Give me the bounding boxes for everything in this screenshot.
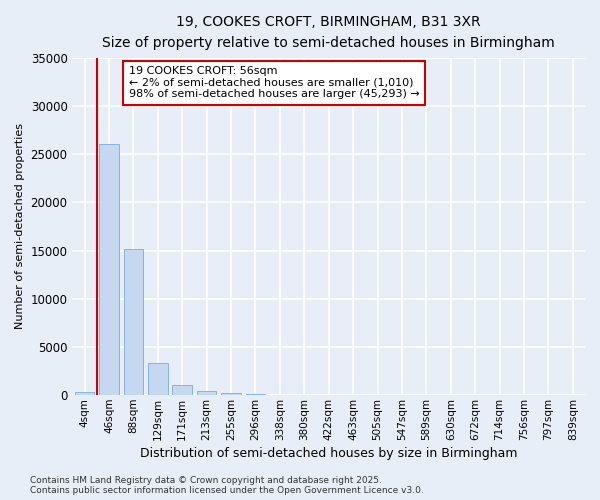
- Title: 19, COOKES CROFT, BIRMINGHAM, B31 3XR
Size of property relative to semi-detached: 19, COOKES CROFT, BIRMINGHAM, B31 3XR Si…: [103, 15, 555, 50]
- Bar: [99, 144, 119, 395]
- Bar: [172, 384, 192, 395]
- Y-axis label: Number of semi-detached properties: Number of semi-detached properties: [15, 124, 25, 330]
- Bar: [221, 392, 241, 395]
- Bar: [124, 248, 143, 395]
- Bar: [148, 364, 167, 395]
- Bar: [246, 394, 265, 395]
- Bar: [75, 392, 94, 395]
- Bar: [197, 390, 217, 395]
- Text: 19 COOKES CROFT: 56sqm
← 2% of semi-detached houses are smaller (1,010)
98% of s: 19 COOKES CROFT: 56sqm ← 2% of semi-deta…: [129, 66, 419, 100]
- Text: Contains HM Land Registry data © Crown copyright and database right 2025.
Contai: Contains HM Land Registry data © Crown c…: [30, 476, 424, 495]
- X-axis label: Distribution of semi-detached houses by size in Birmingham: Distribution of semi-detached houses by …: [140, 447, 517, 460]
